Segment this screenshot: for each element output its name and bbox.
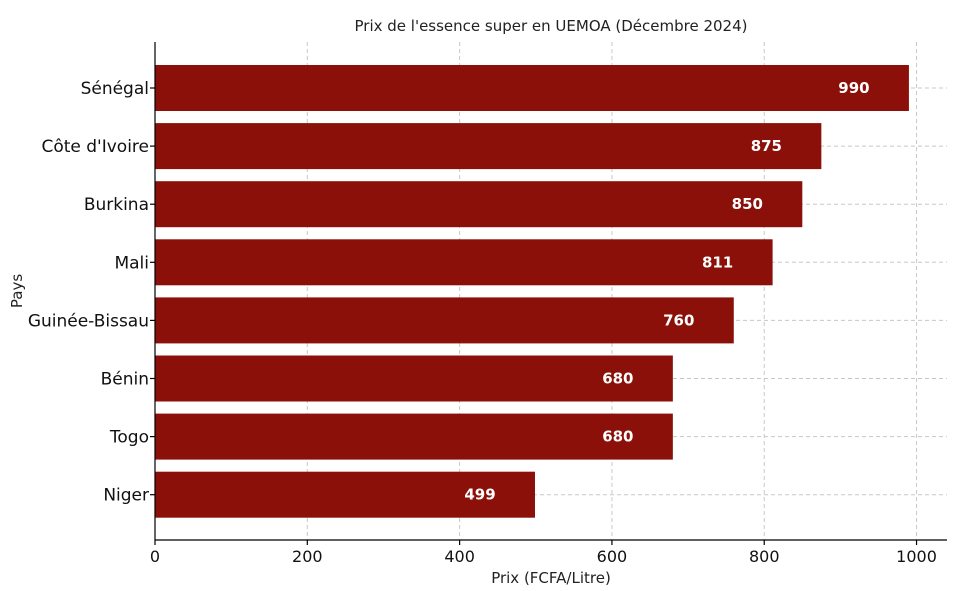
grid-lines xyxy=(155,42,947,540)
category-label: Bénin xyxy=(101,370,149,390)
bar-value-label: 760 xyxy=(663,311,694,329)
x-tick-labels: 0 200 400 600 800 1000 xyxy=(150,540,937,566)
category-label: Guinée-Bissau xyxy=(28,311,149,331)
x-tick-label: 200 xyxy=(292,547,323,566)
bar-value-labels: 990 875 850 811 760 680 680 499 xyxy=(464,79,869,504)
bar-value-label: 499 xyxy=(464,486,495,504)
category-label: Côte d'Ivoire xyxy=(41,137,149,157)
x-tick-label: 600 xyxy=(597,547,628,566)
bar-6 xyxy=(155,413,673,460)
bar-2 xyxy=(155,181,803,228)
y-axis-label: Pays xyxy=(8,274,26,308)
bar-value-label: 990 xyxy=(838,79,869,97)
bar-value-label: 850 xyxy=(732,195,763,213)
x-tick-label: 800 xyxy=(749,547,780,566)
bar-value-label: 680 xyxy=(602,428,633,446)
bar-value-label: 811 xyxy=(702,253,733,271)
category-label: Mali xyxy=(114,253,149,273)
bar-value-label: 680 xyxy=(602,370,633,388)
category-label: Togo xyxy=(109,428,149,448)
bar-0 xyxy=(155,65,909,111)
bar-7 xyxy=(155,471,536,518)
bar-4 xyxy=(155,297,734,344)
category-label: Niger xyxy=(103,486,149,506)
bar-3 xyxy=(155,239,773,286)
category-label: Sénégal xyxy=(81,79,149,99)
bar-1 xyxy=(155,123,822,170)
category-labels: Sénégal Côte d'Ivoire Burkina Mali Guinée-Bi… xyxy=(28,79,155,506)
x-tick-label: 1000 xyxy=(896,547,937,566)
x-axis-label: Prix (FCFA/Litre) xyxy=(491,569,611,587)
bar-value-label: 875 xyxy=(751,137,782,155)
chart-title: Prix de l'essence super en UEMOA (Décemb… xyxy=(355,17,748,35)
x-tick-label: 0 xyxy=(150,547,160,566)
category-label: Burkina xyxy=(84,195,149,215)
bar-5 xyxy=(155,355,673,402)
x-tick-label: 400 xyxy=(444,547,475,566)
bars xyxy=(155,65,909,518)
